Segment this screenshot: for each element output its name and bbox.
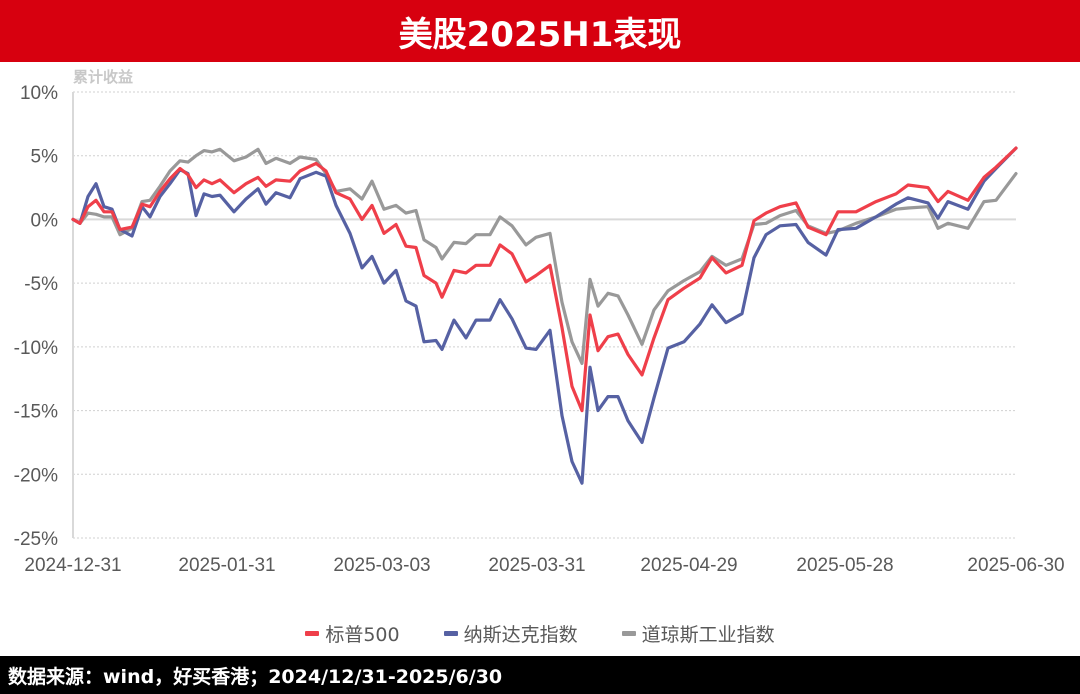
source-footer: 数据来源：wind，好买香港；2024/12/31-2025/6/30 (0, 656, 1080, 694)
legend-swatch-icon (443, 631, 458, 636)
y-tick-label: 5% (31, 147, 59, 168)
y-tick-label: -10% (14, 338, 58, 359)
x-tick-label: 2025-06-30 (967, 555, 1064, 576)
legend: 标普500 纳斯达克指数 道琼斯工业指数 (0, 620, 1080, 647)
legend-label: 标普500 (325, 624, 400, 646)
x-tick-label: 2025-04-29 (640, 555, 737, 576)
y-tick-label: 0% (31, 210, 59, 231)
legend-label: 纳斯达克指数 (463, 624, 578, 646)
line-chart: 累计收益 10% 5% 0% -5% -10% -15% -20% -25% 2024-12-31… (14, 68, 1065, 576)
y-axis-title: 累计收益 (73, 68, 133, 86)
y-tick-label: -5% (24, 274, 58, 295)
title-bar: 美股2025H1表现 (0, 0, 1080, 62)
x-tick-label: 2025-05-28 (796, 555, 893, 576)
chart-title: 美股2025H1表现 (398, 14, 682, 55)
x-tick-label: 2025-03-03 (333, 555, 430, 576)
x-tick-label: 2025-03-31 (488, 555, 585, 576)
legend-swatch-icon (621, 631, 636, 636)
series-line-1 (71, 146, 1018, 485)
legend-item-nasdaq[interactable]: 纳斯达克指数 (443, 620, 578, 647)
y-tick-label: 10% (20, 83, 58, 104)
y-tick-label: -15% (14, 402, 58, 423)
x-tick-label: 2025-01-31 (178, 555, 275, 576)
legend-item-dow[interactable]: 道琼斯工业指数 (621, 620, 775, 647)
legend-label: 道琼斯工业指数 (641, 624, 775, 646)
legend-item-sp500[interactable]: 标普500 (305, 620, 400, 647)
chart-area: 累计收益 10% 5% 0% -5% -10% -15% -20% -25% 2024-12-31… (0, 62, 1080, 656)
source-text: 数据来源：wind，好买香港；2024/12/31-2025/6/30 (8, 665, 503, 688)
x-tick-label: 2024-12-31 (24, 555, 121, 576)
series-line-0 (71, 146, 1018, 413)
y-tick-label: -20% (14, 465, 58, 486)
legend-swatch-icon (305, 631, 320, 636)
y-tick-label: -25% (14, 529, 58, 550)
